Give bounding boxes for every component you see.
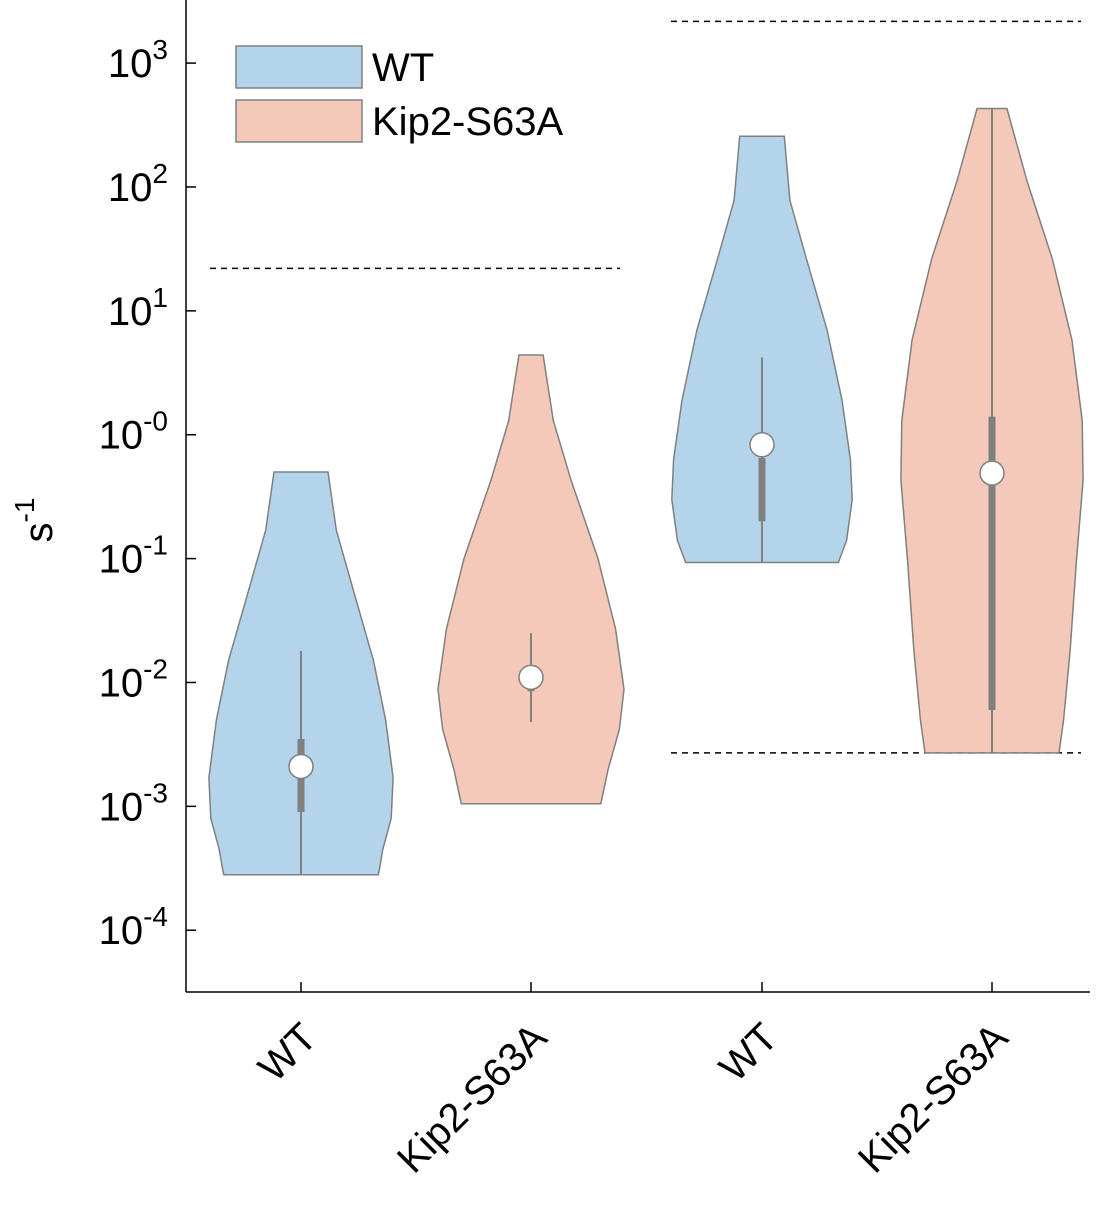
y-tick-base: 10 bbox=[99, 414, 144, 458]
y-tick-label: 102 bbox=[108, 158, 168, 210]
y-tick-label: 103 bbox=[108, 34, 168, 86]
x-tick-label: WT bbox=[250, 1015, 325, 1090]
y-tick-base: 10 bbox=[99, 785, 144, 829]
y-tick-base: 10 bbox=[108, 42, 153, 86]
y-tick-label: 10-1 bbox=[99, 530, 168, 582]
y-axis-label: s-1 bbox=[9, 498, 61, 543]
y-tick-exponent: 3 bbox=[152, 34, 168, 65]
y-tick-exponent: -2 bbox=[143, 653, 168, 684]
y-tick-label: 10-3 bbox=[99, 777, 168, 829]
y-tick-exponent: -1 bbox=[143, 530, 168, 561]
y-label-base: s bbox=[17, 522, 61, 542]
x-tick-label: Kip2-S63A bbox=[850, 1015, 1017, 1182]
box bbox=[758, 457, 766, 522]
y-tick-base: 10 bbox=[99, 661, 144, 705]
y-tick-exponent: -0 bbox=[143, 406, 168, 437]
y-tick-exponent: -4 bbox=[143, 901, 168, 932]
y-tick-base: 10 bbox=[99, 538, 144, 582]
y-tick-label: 101 bbox=[108, 282, 168, 334]
y-tick-label: 10-2 bbox=[99, 653, 168, 705]
violin bbox=[437, 354, 625, 805]
y-tick-base: 10 bbox=[108, 166, 153, 210]
median bbox=[979, 460, 1005, 486]
median bbox=[288, 753, 314, 780]
box bbox=[988, 416, 996, 710]
y-tick-exponent: -3 bbox=[143, 777, 168, 808]
median bbox=[749, 432, 775, 458]
legend-swatch bbox=[235, 99, 363, 143]
x-tick-label: Kip2-S63A bbox=[389, 1015, 556, 1182]
y-tick-exponent: 2 bbox=[152, 158, 168, 189]
legend-label: WT bbox=[372, 46, 434, 90]
legend-label: Kip2-S63A bbox=[372, 100, 564, 144]
violin bbox=[671, 135, 853, 564]
y-tick-label: 10-4 bbox=[99, 901, 168, 953]
y-tick-base: 10 bbox=[108, 290, 153, 334]
x-tick-label: WT bbox=[711, 1015, 786, 1090]
median bbox=[518, 664, 544, 691]
y-label-exponent: -1 bbox=[9, 498, 40, 523]
y-tick-base: 10 bbox=[99, 909, 144, 953]
y-tick-label: 10-0 bbox=[99, 406, 168, 458]
y-tick-exponent: 1 bbox=[152, 282, 168, 313]
legend-swatch bbox=[235, 45, 363, 89]
